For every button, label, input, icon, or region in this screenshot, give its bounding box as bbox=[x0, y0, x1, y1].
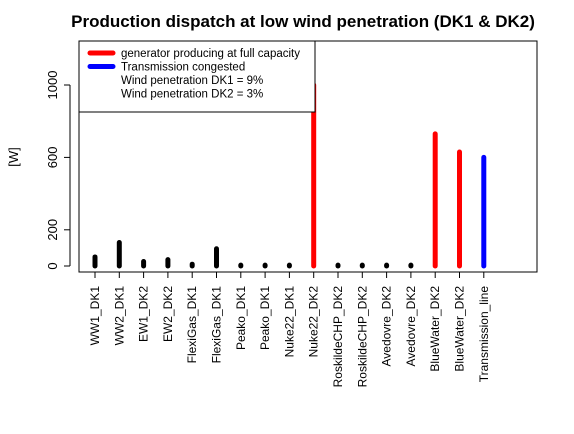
x-axis: WW1_DK1 WW2_DK1 EW1_DK2 EW2_DK2 FlexiGas_DK1… bbox=[88, 271, 491, 388]
y-axis-label: [W] bbox=[6, 147, 21, 167]
y-tick-label: 1000 bbox=[45, 71, 60, 100]
y-tick-label: 600 bbox=[45, 147, 60, 169]
x-tick-label: RoskildeCHP_DK2 bbox=[331, 286, 345, 388]
y-tick-label: 0 bbox=[45, 262, 60, 269]
bars bbox=[92, 82, 487, 269]
x-tick-label: Peako_DK1 bbox=[258, 286, 272, 350]
legend-entry: Wind penetration DK2 = 3% bbox=[121, 89, 263, 101]
x-tick-label: Avedovre_DK2 bbox=[380, 286, 394, 367]
y-tick-label: 200 bbox=[45, 219, 60, 241]
chart-title: Production dispatch at low wind penetrat… bbox=[71, 12, 535, 31]
x-tick-label: FlexiGas_DK1 bbox=[210, 286, 224, 364]
y-axis: 0 200 600 1000 bbox=[45, 71, 71, 270]
x-tick-label: Peako_DK1 bbox=[234, 286, 248, 350]
x-tick-label: Nuke22_DK2 bbox=[307, 286, 321, 358]
x-tick-label: BlueWater_DK2 bbox=[428, 286, 442, 372]
x-tick-label: Nuke22_DK1 bbox=[282, 286, 296, 358]
x-tick-label: EW1_DK2 bbox=[137, 286, 151, 342]
x-tick-label: Avedovre_DK2 bbox=[404, 286, 418, 367]
legend: generator producing at full capacity Tran… bbox=[78, 40, 316, 113]
x-tick-label: Transmission_line bbox=[477, 286, 491, 383]
x-tick-label: FlexiGas_DK1 bbox=[185, 286, 199, 364]
legend-box bbox=[78, 40, 316, 113]
x-tick-label: WW2_DK1 bbox=[112, 286, 126, 346]
x-tick-label: BlueWater_DK2 bbox=[453, 286, 467, 372]
legend-entry: Transmission congested bbox=[121, 62, 245, 74]
x-tick-label: EW2_DK2 bbox=[161, 286, 175, 342]
legend-entry: Wind penetration DK1 = 9% bbox=[121, 75, 263, 87]
legend-entry: generator producing at full capacity bbox=[121, 48, 300, 60]
x-tick-label: WW1_DK1 bbox=[88, 286, 102, 346]
x-tick-label: RoskildeCHP_DK2 bbox=[355, 286, 369, 388]
